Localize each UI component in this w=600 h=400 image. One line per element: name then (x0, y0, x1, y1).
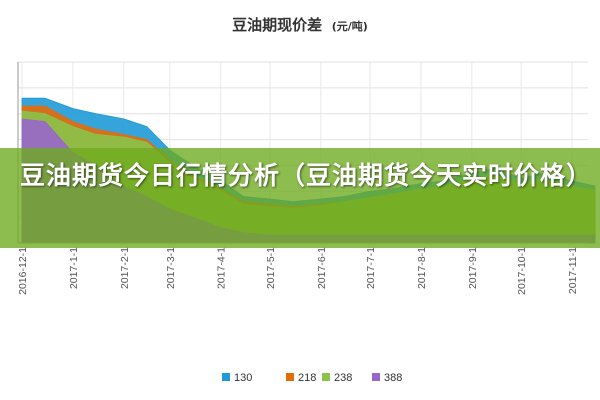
chart-title-main: 豆油期现价差 (232, 16, 322, 34)
legend-swatch-218 (286, 373, 294, 381)
legend-label-130: 130 (234, 372, 252, 384)
legend-swatch-238 (322, 373, 330, 381)
legend-swatch-130 (222, 373, 230, 381)
headline-banner (0, 148, 600, 248)
legend-label-388: 388 (384, 372, 402, 384)
x-tick-label: 2016-12-1 (17, 247, 29, 295)
legend-label-238: 238 (334, 372, 352, 384)
x-tick-label: 2017-5-1 (265, 247, 277, 289)
x-tick-label: 2017-8-1 (416, 247, 428, 289)
x-tick-label: 2017-2-1 (119, 247, 131, 289)
x-tick-label: 2017-6-1 (316, 247, 328, 289)
chart-title: 豆油期现价差 (元/吨) (232, 15, 368, 34)
x-tick-label: 2017-7-1 (365, 247, 377, 289)
legend-swatch-388 (372, 373, 380, 381)
chart-title-unit: (元/吨) (332, 19, 368, 33)
legend-label-218: 218 (298, 372, 316, 384)
x-tick-label: 2017-1-1 (68, 247, 80, 289)
legend: 130 218 238 388 (222, 372, 402, 384)
headline-text: 豆油期货今日行情分析（豆油期货今天实时价格） (20, 161, 593, 190)
x-tick-label: 2017-9-1 (467, 247, 479, 289)
x-tick-label: 2017-3-1 (165, 247, 177, 289)
x-tick-label: 2017-11-1 (567, 247, 579, 294)
x-tick-label: 2017-4-1 (216, 247, 228, 289)
x-tick-label: 2017-10-1 (516, 247, 528, 295)
x-axis-ticks: 2016-12-1 2017-1-1 2017-2-1 2017-3-1 2017-4-… (17, 247, 579, 295)
